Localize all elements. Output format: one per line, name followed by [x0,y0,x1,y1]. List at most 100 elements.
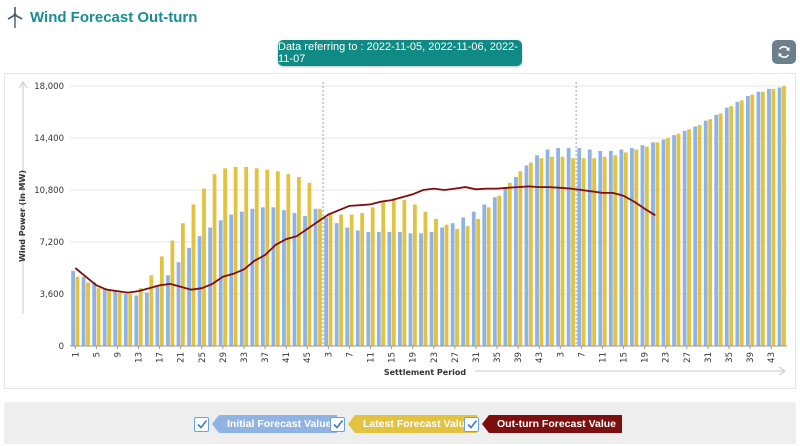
bar-latest [286,174,291,346]
bar-latest [592,158,597,346]
bar-initial [587,149,592,346]
bar-initial [566,148,571,346]
bar-initial [218,220,223,346]
bar-initial [176,262,181,346]
bar-latest [181,223,185,346]
x-tick-label: 43 [535,352,545,363]
bar-latest [486,207,491,346]
bar-initial [556,148,561,346]
bar-initial [155,285,160,346]
bar-initial [598,151,603,346]
x-tick-label: 3 [556,352,566,357]
bar-latest [391,198,396,346]
bar-latest [128,294,133,346]
x-tick-label: 27 [451,352,461,363]
bar-initial [703,120,708,346]
bar-latest [676,133,681,346]
x-tick-label: 7 [345,352,355,357]
bar-latest [602,156,607,346]
bar-initial [229,214,234,346]
bar-latest [613,155,618,346]
legend-checkbox-latest[interactable] [330,416,345,432]
bar-latest [233,166,238,346]
bar-latest [571,158,575,346]
y-tick-label: 7,200 [40,238,64,248]
refresh-button[interactable] [772,40,796,64]
bar-latest [623,152,628,346]
legend-item-initial[interactable]: Initial Forecast Value [194,414,338,434]
bar-latest [507,182,512,346]
bar-initial [398,231,402,346]
x-tick-label: 5 [92,352,102,357]
bar-latest [191,204,196,346]
x-axis-title: Settlement Period [384,368,467,377]
bar-initial [419,233,423,346]
bar-latest [655,142,660,346]
x-tick-label: 19 [409,352,419,363]
legend-item-latest[interactable]: Latest Forecast Value [330,414,477,434]
bar-initial [482,204,487,346]
x-tick-label: 23 [430,352,440,363]
bar-latest [455,229,459,346]
y-tick-label: 3,600 [40,290,64,300]
bar-initial [92,282,97,346]
x-tick-label: 13 [135,352,145,363]
bar-initial [366,231,371,346]
legend-item-outturn[interactable]: Out-turn Forecast Value [464,414,623,434]
bar-latest [381,201,386,346]
bar-initial [693,126,698,346]
bar-latest [223,168,227,346]
bar-initial [630,148,634,346]
bar-initial [714,114,719,346]
bar-initial [134,295,139,346]
y-axis-arrow-head [18,81,28,89]
wind-turbine-icon [7,7,23,28]
bar-latest [96,288,101,346]
y-tick-label: 18,000 [34,82,64,92]
bar-latest [370,207,375,346]
bar-latest [771,88,776,346]
x-tick-label: 31 [472,352,482,363]
bar-initial [166,275,170,346]
bar-latest [86,282,90,346]
bar-latest [518,171,523,346]
bar-latest [402,200,407,346]
bar-latest [296,177,301,346]
checkmark-icon [332,420,343,429]
x-tick-label: 29 [219,352,229,363]
bar-initial [334,223,339,346]
bar-initial [450,223,455,346]
bar-latest [149,275,154,346]
bar-latest [412,204,417,346]
bar-initial [355,230,360,346]
bar-latest [328,213,333,346]
x-tick-label: 35 [725,352,735,363]
x-tick-label: 31 [704,352,714,363]
bar-latest [729,106,734,346]
page-header: Wind Forecast Out-turn [6,4,197,30]
bar-initial [260,207,265,346]
x-axis-arrow-head [778,366,786,376]
x-tick-label: 27 [683,352,693,363]
x-tick-label: 17 [156,352,166,363]
bar-latest [444,224,449,346]
bar-initial [461,217,466,346]
legend-label-latest: Latest Forecast Value [348,415,477,433]
x-tick-label: 35 [493,352,503,363]
bar-initial [672,135,676,346]
x-tick-label: 23 [662,352,672,363]
bar-initial [324,217,329,346]
bar-latest [687,129,691,346]
legend: Initial Forecast Value Latest Forecast V… [4,402,796,444]
legend-checkbox-outturn[interactable] [464,416,479,432]
bar-latest [275,171,280,346]
bar-initial [724,107,729,346]
bar-latest [697,125,702,346]
bar-latest [360,213,365,346]
x-tick-label: 7 [577,352,587,357]
bar-latest [318,208,322,346]
bar-latest [75,276,80,346]
legend-checkbox-initial[interactable] [194,416,209,432]
bar-initial [376,231,381,346]
bar-latest [117,292,122,346]
